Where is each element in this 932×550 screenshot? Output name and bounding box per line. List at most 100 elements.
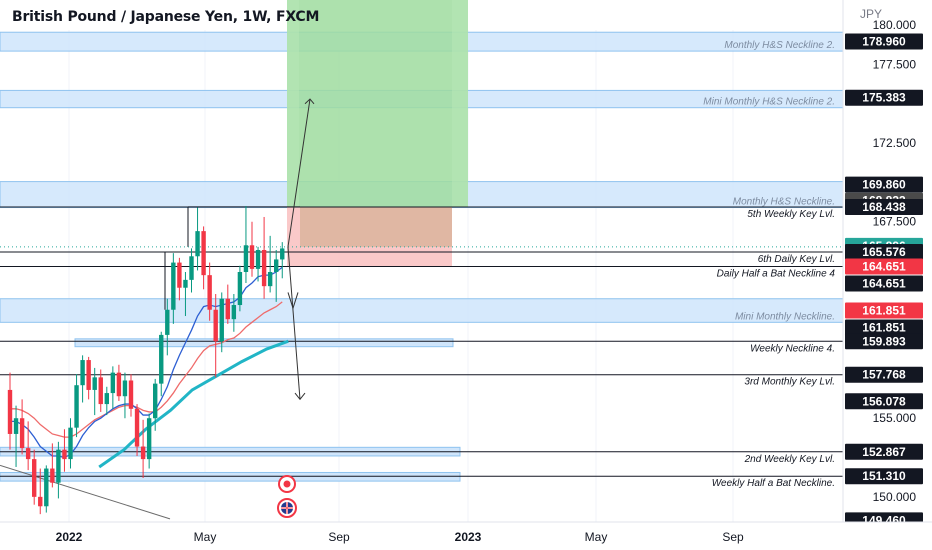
candle	[177, 257, 182, 301]
candle-body	[201, 231, 206, 276]
candle-body	[255, 249, 261, 269]
candle	[140, 419, 146, 478]
price-label-value: 164.651	[862, 276, 906, 290]
price-label-value: 178.960	[862, 35, 906, 49]
x-tick-label: Sep	[328, 530, 350, 544]
candle	[44, 465, 49, 513]
candle-body	[165, 309, 170, 335]
key-level-label: 2nd Weekly Key Lvl.	[744, 454, 835, 465]
candle	[98, 369, 103, 412]
candle	[19, 399, 25, 455]
candle-body	[32, 459, 37, 497]
candle-body	[274, 259, 279, 273]
half-bat-box	[0, 471, 461, 482]
arrow-head-down	[294, 392, 306, 401]
x-tick-label: 2022	[56, 530, 83, 544]
x-tick-label: May	[194, 530, 217, 544]
candle-body	[171, 262, 176, 310]
candle-body	[128, 380, 134, 409]
candle-body	[189, 256, 194, 280]
candle	[274, 249, 279, 302]
candle	[146, 413, 152, 469]
price-label-value: 156.078	[862, 394, 906, 408]
x-tick-label: 2023	[455, 530, 482, 544]
arrow-head-up	[304, 98, 315, 105]
candle-body	[267, 272, 273, 287]
ema-slow-line	[10, 301, 283, 438]
candle	[171, 253, 176, 324]
weekly-neckline-box	[74, 338, 454, 348]
x-tick-label: Sep	[722, 530, 744, 544]
event-marker-icon	[278, 475, 296, 493]
candle-body	[219, 298, 224, 342]
candle-body	[62, 449, 67, 460]
candle	[189, 248, 194, 293]
candle	[207, 262, 212, 321]
candle-body	[25, 448, 31, 460]
candle	[122, 372, 128, 419]
candle-body	[7, 389, 13, 434]
price-label-value: 151.310	[862, 469, 906, 483]
price-label: 164.651	[845, 258, 923, 275]
candle-body	[116, 372, 122, 397]
candle-body	[207, 275, 212, 310]
candle	[110, 366, 116, 409]
candle-body	[68, 427, 73, 460]
candle	[201, 226, 206, 290]
y-tick-label: 172.500	[873, 136, 917, 150]
candle	[56, 441, 61, 499]
candle-body	[50, 468, 55, 483]
zone-label: Monthly H&S Neckline.	[733, 197, 835, 208]
key-level-label: Weekly Half a Bat Neckline.	[712, 478, 835, 489]
candle-body	[183, 279, 188, 288]
candle	[128, 374, 134, 417]
candle	[153, 378, 158, 431]
candle	[165, 298, 170, 356]
candle	[249, 221, 255, 277]
candle	[231, 294, 237, 332]
candle-body	[92, 377, 97, 390]
long-target-edge	[452, 0, 468, 207]
candle-body	[134, 408, 140, 447]
key-level-label: 6th Daily Key Lvl.	[758, 254, 835, 265]
candle-body	[98, 377, 103, 405]
long-moving-average	[98, 339, 289, 469]
candle	[183, 272, 188, 317]
candle-body	[86, 360, 91, 390]
candle	[267, 235, 273, 293]
price-label-value: 152.867	[862, 445, 906, 459]
candle-body	[56, 449, 61, 483]
candle	[116, 364, 122, 401]
price-label: 168.438	[845, 198, 923, 215]
candle-body	[231, 305, 237, 320]
candle	[243, 205, 249, 284]
y-tick-label: 155.000	[873, 411, 917, 425]
candle-body	[104, 393, 109, 405]
candle	[38, 468, 43, 515]
zone-label: Monthly H&S Neckline 2.	[724, 40, 835, 51]
candle-body	[80, 360, 85, 386]
zone-band	[0, 298, 844, 323]
candle	[195, 207, 200, 271]
candle	[50, 443, 55, 488]
candle	[74, 374, 79, 438]
candle	[213, 294, 218, 378]
candle-body	[280, 248, 285, 260]
candle	[134, 404, 140, 456]
price-label-value: 169.860	[862, 178, 906, 192]
y-tick-label: 180.000	[873, 18, 917, 32]
candle-body	[74, 385, 79, 428]
candle-body	[19, 418, 25, 449]
candle-body	[140, 446, 146, 460]
candle	[32, 449, 37, 505]
x-tick-label: May	[585, 530, 608, 544]
chart-title: British Pound / Japanese Yen, 1W, FXCM	[12, 9, 320, 25]
candle-body	[243, 245, 249, 273]
price-label: 165.576	[845, 243, 923, 260]
long-target-zone	[287, 0, 468, 207]
price-label-value: 175.383	[862, 91, 906, 105]
candle	[13, 405, 19, 467]
long-target-edge	[287, 0, 299, 207]
candle-body	[122, 380, 128, 397]
